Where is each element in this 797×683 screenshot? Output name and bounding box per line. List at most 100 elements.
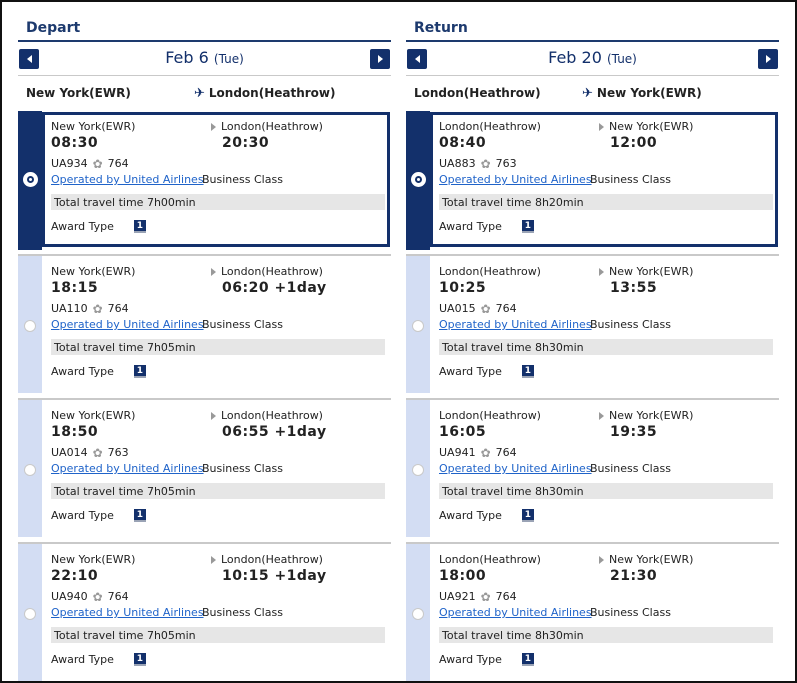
cabin-class: Business Class <box>590 462 671 475</box>
flight-option-card[interactable]: London(Heathrow) New York(EWR) 16:05 19:… <box>406 398 779 537</box>
flight-option-card[interactable]: London(Heathrow) New York(EWR) 10:25 13:… <box>406 254 779 393</box>
flight-option-card[interactable]: London(Heathrow) New York(EWR) 08:40 12:… <box>406 111 779 250</box>
play-arrow-icon <box>599 555 604 564</box>
arrival-time: 12:00 <box>610 135 658 151</box>
airplane-icon: ✈ <box>194 85 205 101</box>
award-type-badge[interactable]: 1 <box>521 653 534 666</box>
return-route-destination-wrap: ✈ New York(EWR) <box>582 86 702 100</box>
flight-destination: New York(EWR) <box>609 409 694 422</box>
flight-radio-button[interactable] <box>412 608 424 620</box>
depart-column: Depart Feb 6 (Tue) New York(EWR) ✈ London… <box>18 14 391 681</box>
flight-number-row: UA921 ✿ 764 <box>439 590 517 603</box>
return-column: Return Feb 20 (Tue) London(Heathrow) ✈ Ne… <box>406 14 779 681</box>
departure-time: 08:40 <box>439 135 487 151</box>
award-type-badge[interactable]: 1 <box>133 653 146 666</box>
play-arrow-icon <box>599 411 604 420</box>
return-next-day-button[interactable] <box>758 49 778 69</box>
flight-radio-button[interactable] <box>24 173 37 186</box>
total-travel-time: Total travel time 8h30min <box>439 339 773 355</box>
award-type-row: Award Type 1 <box>439 365 534 378</box>
departure-time: 08:30 <box>51 135 99 151</box>
flight-origin: New York(EWR) <box>51 553 136 566</box>
operator-link[interactable]: Operated by United Airlines <box>439 318 592 331</box>
flight-details: London(Heathrow) New York(EWR) 16:05 19:… <box>439 400 773 537</box>
return-prev-day-button[interactable] <box>407 49 427 69</box>
play-arrow-icon <box>211 411 216 420</box>
aircraft-type: 763 <box>495 157 517 170</box>
aircraft-type: 764 <box>107 302 129 315</box>
flight-number: UA934 <box>51 157 88 170</box>
chevron-left-icon <box>414 55 420 63</box>
flight-destination-wrap: London(Heathrow) <box>211 409 323 422</box>
flight-number: UA883 <box>439 157 476 170</box>
award-type-label: Award Type <box>439 365 502 378</box>
flight-radio-button[interactable] <box>24 464 36 476</box>
flight-option-card[interactable]: New York(EWR) London(Heathrow) 08:30 20:… <box>18 111 391 250</box>
operator-link[interactable]: Operated by United Airlines <box>51 606 204 619</box>
operator-link[interactable]: Operated by United Airlines <box>51 462 204 475</box>
award-type-badge[interactable]: 1 <box>521 509 534 522</box>
chevron-left-icon <box>26 55 32 63</box>
depart-route-destination-wrap: ✈ London(Heathrow) <box>194 86 336 100</box>
flight-option-card[interactable]: New York(EWR) London(Heathrow) 22:10 10:… <box>18 542 391 681</box>
star-alliance-icon: ✿ <box>480 156 491 171</box>
flight-origin: London(Heathrow) <box>439 553 541 566</box>
flight-radio-button[interactable] <box>24 320 36 332</box>
award-type-label: Award Type <box>51 220 114 233</box>
flight-destination-wrap: New York(EWR) <box>599 120 693 133</box>
play-arrow-icon <box>211 555 216 564</box>
cabin-class: Business Class <box>590 606 671 619</box>
arrival-time: 13:55 <box>610 280 658 296</box>
flight-origin: London(Heathrow) <box>439 120 541 133</box>
flight-number-row: UA110 ✿ 764 <box>51 302 129 315</box>
departure-time: 18:15 <box>51 280 99 296</box>
operator-link[interactable]: Operated by United Airlines <box>439 173 592 186</box>
star-alliance-icon: ✿ <box>92 156 103 171</box>
flight-radio-button[interactable] <box>412 173 425 186</box>
operator-link[interactable]: Operated by United Airlines <box>439 462 592 475</box>
depart-next-day-button[interactable] <box>370 49 390 69</box>
award-type-badge[interactable]: 1 <box>133 220 146 233</box>
return-date-text: Feb 20 <box>548 48 602 67</box>
flight-number: UA941 <box>439 446 476 459</box>
flight-radio-button[interactable] <box>412 320 424 332</box>
flight-number: UA921 <box>439 590 476 603</box>
return-route-destination: New York(EWR) <box>596 86 702 100</box>
flight-origin: New York(EWR) <box>51 409 136 422</box>
play-arrow-icon <box>211 267 216 276</box>
award-type-badge[interactable]: 1 <box>133 509 146 522</box>
operator-link[interactable]: Operated by United Airlines <box>439 606 592 619</box>
award-type-label: Award Type <box>439 509 502 522</box>
return-weekday: (Tue) <box>607 52 637 66</box>
depart-title: Depart <box>18 14 391 42</box>
award-type-badge[interactable]: 1 <box>521 365 534 378</box>
award-type-row: Award Type 1 <box>439 653 534 666</box>
flight-details: New York(EWR) London(Heathrow) 08:30 20:… <box>51 111 385 250</box>
return-date: Feb 20 (Tue) <box>406 48 779 67</box>
star-alliance-icon: ✿ <box>92 445 103 460</box>
flight-option-card[interactable]: New York(EWR) London(Heathrow) 18:50 06:… <box>18 398 391 537</box>
star-alliance-icon: ✿ <box>480 445 491 460</box>
award-type-badge[interactable]: 1 <box>133 365 146 378</box>
operator-link[interactable]: Operated by United Airlines <box>51 173 204 186</box>
flight-option-card[interactable]: London(Heathrow) New York(EWR) 18:00 21:… <box>406 542 779 681</box>
flight-option-card[interactable]: New York(EWR) London(Heathrow) 18:15 06:… <box>18 254 391 393</box>
award-type-row: Award Type 1 <box>51 365 146 378</box>
award-type-row: Award Type 1 <box>51 220 146 233</box>
aircraft-type: 764 <box>495 446 517 459</box>
award-type-label: Award Type <box>439 653 502 666</box>
flight-radio-button[interactable] <box>412 464 424 476</box>
depart-weekday: (Tue) <box>213 52 244 66</box>
award-type-badge[interactable]: 1 <box>521 220 534 233</box>
award-type-label: Award Type <box>51 653 114 666</box>
depart-route: New York(EWR) ✈ London(Heathrow) <box>18 76 391 111</box>
operator-link[interactable]: Operated by United Airlines <box>51 318 204 331</box>
star-alliance-icon: ✿ <box>92 589 103 604</box>
flight-details: New York(EWR) London(Heathrow) 22:10 10:… <box>51 544 385 681</box>
flight-number-row: UA940 ✿ 764 <box>51 590 129 603</box>
flight-origin: London(Heathrow) <box>439 409 541 422</box>
total-travel-time: Total travel time 7h05min <box>51 339 385 355</box>
depart-prev-day-button[interactable] <box>19 49 39 69</box>
flight-radio-button[interactable] <box>24 608 36 620</box>
